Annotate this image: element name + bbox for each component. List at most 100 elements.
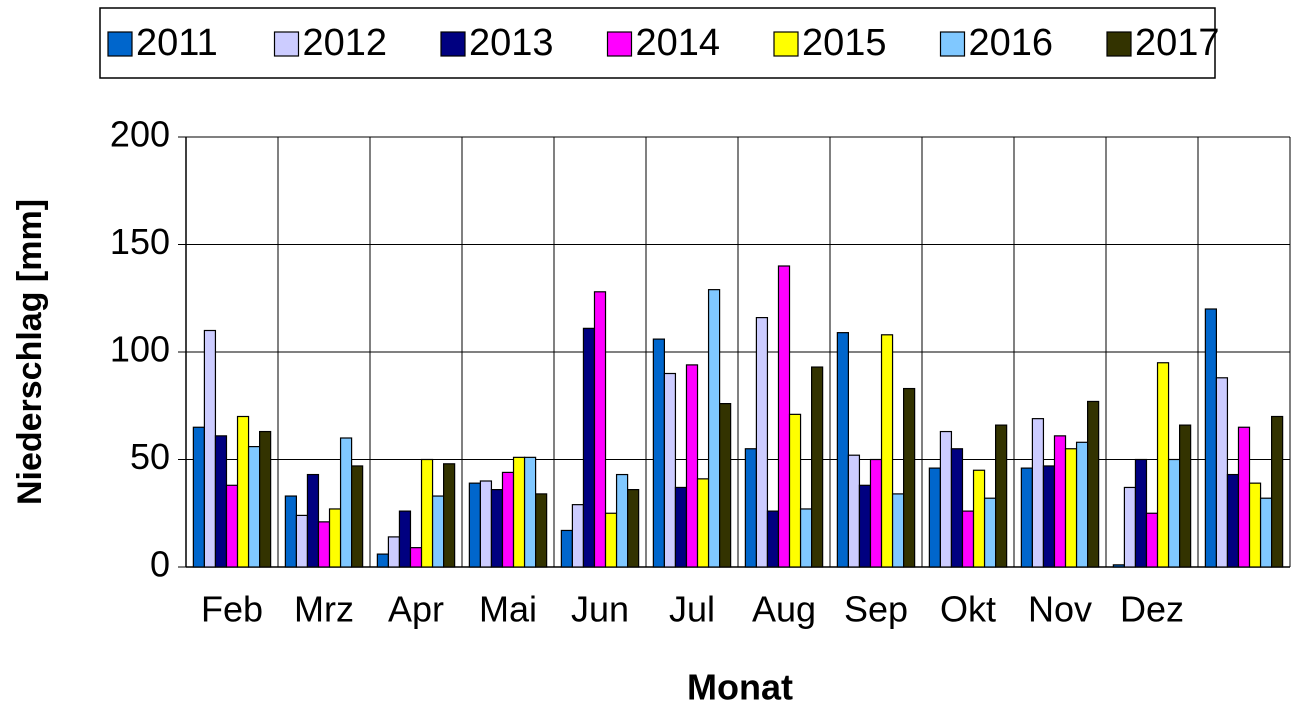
bar xyxy=(1086,400,1100,568)
legend-label: 2011 xyxy=(136,22,218,64)
y-tick-label: 100 xyxy=(110,329,170,370)
bar xyxy=(880,334,894,568)
x-tick-label: Mrz xyxy=(294,589,354,630)
bar xyxy=(490,489,504,568)
bar xyxy=(192,426,206,568)
bar xyxy=(869,458,883,568)
bar xyxy=(755,317,769,568)
bar xyxy=(328,508,342,568)
bar xyxy=(398,510,412,568)
bar xyxy=(431,495,445,568)
bar xyxy=(501,471,515,568)
bar xyxy=(972,469,986,568)
legend-label: 2012 xyxy=(303,22,388,64)
bar xyxy=(339,437,353,568)
x-tick-label: Jun xyxy=(571,589,629,630)
bar xyxy=(652,338,665,568)
x-tick-label: Apr xyxy=(388,589,444,630)
bar xyxy=(615,473,629,568)
bar xyxy=(799,508,813,568)
bar xyxy=(571,504,585,568)
bar xyxy=(593,291,607,568)
bar xyxy=(626,489,640,568)
bar xyxy=(810,366,824,568)
bar xyxy=(1020,467,1033,568)
bar xyxy=(961,510,975,568)
x-tick-label: Feb xyxy=(201,589,263,630)
bar xyxy=(1204,308,1217,568)
y-tick-label: 0 xyxy=(150,544,170,585)
bar xyxy=(1134,458,1148,568)
bar xyxy=(939,430,953,568)
legend-swatch xyxy=(273,31,300,57)
bar xyxy=(950,448,964,568)
bar xyxy=(1112,564,1125,568)
bar xyxy=(259,430,272,568)
bar xyxy=(1053,435,1067,568)
bar xyxy=(674,486,688,568)
bar xyxy=(1031,418,1045,568)
bar xyxy=(295,514,309,568)
bar xyxy=(766,510,780,568)
bar xyxy=(534,493,548,568)
legend-swatch xyxy=(606,31,633,57)
y-axis-title: Niederschlag [mm] xyxy=(11,199,49,505)
bar xyxy=(284,495,297,568)
bar xyxy=(777,265,791,568)
bar xyxy=(582,327,596,568)
bar xyxy=(317,521,331,568)
bar xyxy=(443,463,456,568)
bar xyxy=(696,478,710,568)
bar xyxy=(744,448,757,568)
bar xyxy=(707,289,721,568)
bar xyxy=(236,415,250,568)
bar xyxy=(718,403,732,568)
bar xyxy=(468,482,481,568)
x-tick-label: Okt xyxy=(940,589,996,630)
legend-swatch xyxy=(773,31,799,57)
bar xyxy=(604,512,618,568)
bar xyxy=(1123,486,1137,568)
bar xyxy=(788,413,802,568)
legend-label: 2016 xyxy=(969,22,1054,64)
legend-label: 2014 xyxy=(636,22,721,64)
bar xyxy=(685,364,699,568)
bar xyxy=(891,493,905,568)
bar xyxy=(847,454,861,568)
bar xyxy=(1156,362,1170,568)
bar xyxy=(1145,512,1159,568)
bar xyxy=(1226,473,1240,568)
bar xyxy=(1042,465,1056,568)
x-tick-label: Sep xyxy=(844,589,908,630)
legend-label: 2013 xyxy=(469,22,554,64)
y-tick-label: 150 xyxy=(110,221,170,262)
x-tick-label: Dez xyxy=(1120,589,1184,630)
bar xyxy=(858,484,872,568)
bar xyxy=(1248,482,1262,568)
bar xyxy=(928,467,941,568)
bar xyxy=(420,458,434,568)
bar xyxy=(1270,415,1284,568)
legend-swatch xyxy=(440,31,466,57)
bar xyxy=(225,484,239,568)
bar xyxy=(1167,458,1181,568)
legend-swatch xyxy=(1106,31,1132,57)
bar xyxy=(1178,424,1192,568)
bar xyxy=(663,372,677,568)
x-tick-label: Jul xyxy=(669,589,715,630)
y-tick-label: 200 xyxy=(110,114,170,155)
bar xyxy=(983,497,997,568)
x-tick-label: Mai xyxy=(479,589,537,630)
bar xyxy=(351,465,364,568)
bar xyxy=(994,424,1008,568)
bar xyxy=(376,553,389,568)
bar xyxy=(409,547,423,568)
bar xyxy=(836,332,849,568)
bar xyxy=(560,529,573,568)
bar xyxy=(1215,377,1229,568)
bar xyxy=(387,536,401,568)
bar xyxy=(479,480,493,568)
bar xyxy=(203,329,217,568)
legend-label: 2015 xyxy=(802,22,887,64)
